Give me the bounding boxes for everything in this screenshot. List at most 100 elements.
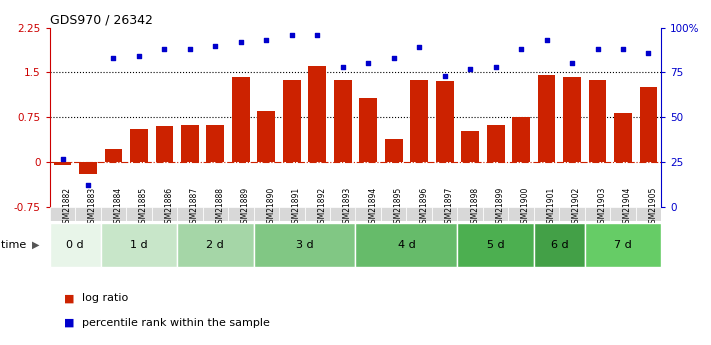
Point: [414, 45, 425, 50]
Text: percentile rank within the sample: percentile rank within the sample: [82, 318, 269, 328]
Text: GSM21903: GSM21903: [597, 187, 606, 228]
Text: GSM21891: GSM21891: [292, 187, 301, 228]
Text: 2 d: 2 d: [206, 240, 224, 250]
Text: ■: ■: [64, 318, 75, 328]
Bar: [534, 207, 560, 221]
Bar: [334, 80, 352, 162]
Text: 6 d: 6 d: [550, 240, 568, 250]
Bar: [584, 223, 661, 267]
Bar: [457, 207, 483, 221]
Bar: [304, 207, 330, 221]
Text: GSM21885: GSM21885: [139, 187, 148, 228]
Bar: [53, 162, 71, 165]
Text: GSM21884: GSM21884: [114, 187, 122, 228]
Bar: [181, 125, 199, 162]
Text: 3 d: 3 d: [296, 240, 314, 250]
Bar: [610, 207, 636, 221]
Bar: [206, 125, 224, 162]
Text: GDS970 / 26342: GDS970 / 26342: [50, 13, 153, 27]
Point: [490, 64, 501, 70]
Point: [108, 55, 119, 61]
Bar: [257, 111, 275, 162]
Point: [210, 43, 221, 48]
Text: 0 d: 0 d: [66, 240, 84, 250]
Bar: [487, 125, 505, 162]
Text: GSM21897: GSM21897: [444, 187, 454, 228]
Bar: [330, 207, 356, 221]
Point: [567, 61, 578, 66]
Text: 5 d: 5 d: [487, 240, 504, 250]
Bar: [177, 223, 254, 267]
Bar: [560, 207, 584, 221]
Point: [515, 46, 527, 52]
Bar: [436, 81, 454, 162]
Text: ▶: ▶: [32, 240, 40, 250]
Bar: [309, 67, 326, 162]
Bar: [563, 77, 581, 162]
Point: [643, 50, 654, 56]
Text: GSM21899: GSM21899: [496, 187, 505, 228]
Point: [439, 73, 450, 79]
Bar: [356, 223, 457, 267]
Bar: [381, 207, 407, 221]
Bar: [356, 207, 381, 221]
Text: GSM21901: GSM21901: [547, 187, 555, 228]
Bar: [410, 80, 428, 162]
Bar: [283, 80, 301, 162]
Text: GSM21883: GSM21883: [88, 187, 97, 228]
Bar: [75, 207, 101, 221]
Text: GSM21895: GSM21895: [394, 187, 402, 228]
Bar: [640, 87, 658, 162]
Point: [261, 37, 272, 43]
Point: [82, 183, 94, 188]
Text: GSM21894: GSM21894: [368, 187, 378, 228]
Bar: [130, 129, 148, 162]
Text: time: time: [1, 240, 30, 250]
Bar: [279, 207, 304, 221]
Text: GSM21892: GSM21892: [317, 187, 326, 228]
Bar: [534, 223, 584, 267]
Text: GSM21898: GSM21898: [470, 187, 479, 228]
Bar: [407, 207, 432, 221]
Bar: [584, 207, 610, 221]
Bar: [101, 207, 127, 221]
Bar: [359, 98, 377, 162]
Text: GSM21882: GSM21882: [63, 187, 72, 228]
Text: GSM21888: GSM21888: [215, 187, 225, 228]
Point: [159, 46, 170, 52]
Text: GSM21890: GSM21890: [267, 187, 275, 228]
Bar: [461, 131, 479, 162]
Text: 7 d: 7 d: [614, 240, 632, 250]
Bar: [385, 139, 402, 162]
Bar: [508, 207, 534, 221]
Bar: [589, 80, 606, 162]
Text: GSM21887: GSM21887: [190, 187, 199, 228]
Point: [57, 156, 68, 161]
Point: [286, 32, 297, 38]
Bar: [483, 207, 508, 221]
Text: GSM21893: GSM21893: [343, 187, 352, 228]
Point: [184, 46, 196, 52]
Bar: [538, 76, 555, 162]
Text: GSM21886: GSM21886: [164, 187, 173, 228]
Text: GSM21902: GSM21902: [572, 187, 581, 228]
Bar: [156, 126, 173, 162]
Point: [311, 32, 323, 38]
Point: [464, 66, 476, 72]
Text: ■: ■: [64, 293, 75, 303]
Bar: [432, 207, 457, 221]
Text: GSM21889: GSM21889: [241, 187, 250, 228]
Point: [617, 46, 629, 52]
Text: 1 d: 1 d: [130, 240, 148, 250]
Text: log ratio: log ratio: [82, 293, 128, 303]
Text: GSM21896: GSM21896: [419, 187, 428, 228]
Bar: [177, 207, 203, 221]
Point: [541, 37, 552, 43]
Bar: [50, 223, 101, 267]
Bar: [105, 149, 122, 162]
Bar: [254, 207, 279, 221]
Bar: [50, 207, 75, 221]
Text: 4 d: 4 d: [397, 240, 415, 250]
Point: [337, 64, 348, 70]
Bar: [636, 207, 661, 221]
